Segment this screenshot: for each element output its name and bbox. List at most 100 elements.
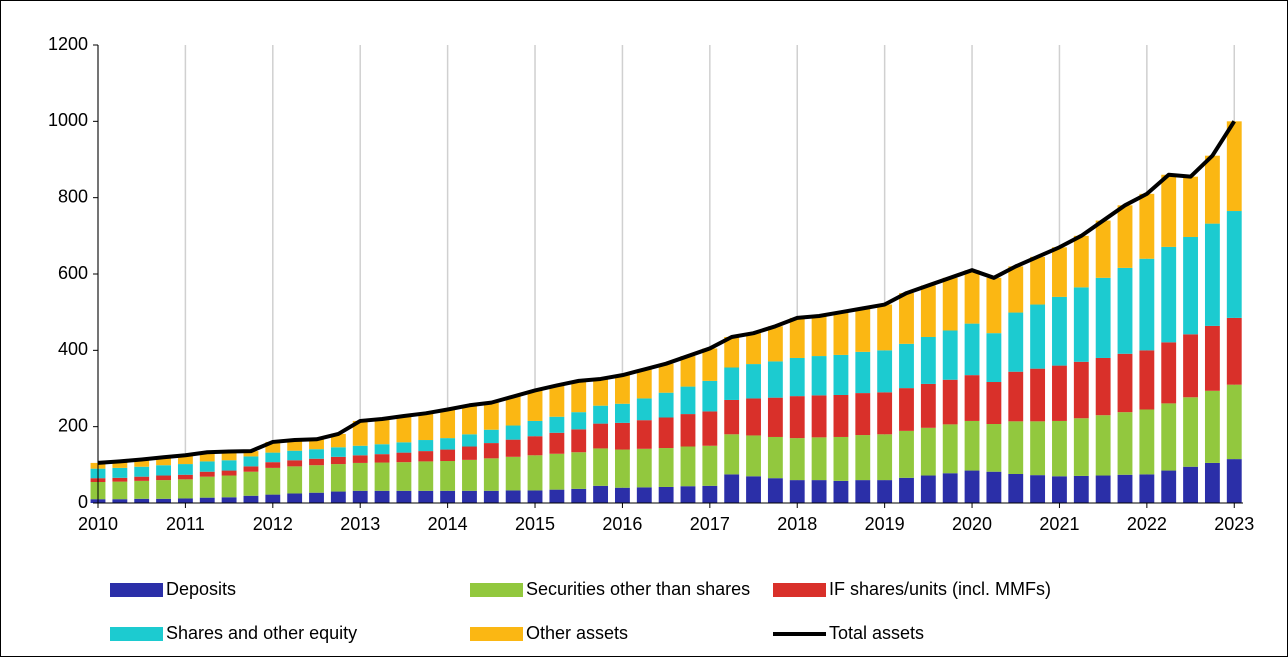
bar-segment: [680, 446, 696, 487]
x-tick-label: 2016: [602, 514, 642, 534]
bar-segment: [942, 277, 958, 331]
x-tick-label: 2023: [1214, 514, 1254, 534]
bar-segment: [177, 474, 193, 480]
bar-segment: [811, 315, 827, 357]
bar-segment: [505, 425, 521, 440]
bar-segment: [309, 458, 324, 466]
bar-segment: [789, 317, 805, 358]
bar-segment: [265, 462, 281, 468]
bar-segment: [811, 395, 827, 438]
bar-segment: [877, 350, 893, 393]
bar-segment: [1095, 475, 1111, 503]
bar-segment: [440, 438, 456, 450]
bar-segment: [680, 486, 696, 503]
bar-segment: [1183, 334, 1198, 398]
bar-segment: [833, 480, 849, 503]
bar-segment: [1073, 475, 1089, 503]
bar-segment: [221, 451, 237, 461]
bar-segment: [680, 386, 696, 415]
bar-segment: [134, 498, 150, 503]
bar-segment: [1030, 475, 1046, 503]
bar-segment: [221, 497, 237, 503]
bar-segment: [549, 385, 565, 417]
bar-segment: [505, 396, 521, 426]
bar-segment: [1204, 155, 1220, 224]
bar-segment: [440, 490, 456, 503]
bar-segment: [112, 461, 128, 468]
bar-segment: [243, 466, 259, 472]
bar-segment: [287, 466, 303, 494]
bar-segment: [1161, 470, 1177, 503]
bar-segment: [549, 453, 565, 490]
y-tick-label: 400: [58, 339, 88, 359]
bar-segment: [1226, 384, 1242, 460]
bar-segment: [702, 380, 718, 412]
bar-segment: [462, 490, 477, 503]
bar-segment: [702, 445, 718, 486]
legend-swatch: [470, 627, 523, 641]
bar-segment: [614, 403, 630, 423]
bar-segment: [221, 460, 237, 471]
bar-segment: [112, 467, 128, 478]
bar-segment: [658, 392, 674, 418]
bar-segment: [811, 437, 827, 481]
bar-segment: [1204, 223, 1220, 326]
bar-segment: [767, 436, 783, 479]
bar-segment: [418, 461, 434, 491]
bar-segment: [942, 379, 958, 425]
bar-segment: [199, 461, 215, 472]
bar-segment: [571, 380, 587, 413]
x-tick-label: 2021: [1039, 514, 1079, 534]
bar-segment: [1095, 415, 1111, 476]
x-tick-label: 2011: [166, 514, 205, 534]
bar-segment: [636, 448, 652, 488]
x-tick-label: 2014: [428, 514, 468, 534]
bar-segment: [1226, 211, 1242, 318]
bar-segment: [1008, 371, 1024, 422]
bar-segment: [396, 452, 412, 463]
bar-segment: [177, 498, 193, 503]
bar-segment: [942, 330, 958, 380]
bar-segment: [1030, 304, 1046, 369]
bar-segment: [221, 475, 237, 498]
bar-segment: [877, 434, 893, 481]
bar-segment: [374, 444, 390, 455]
bar-segment: [396, 442, 412, 453]
bar-segment: [614, 422, 630, 450]
bar-segment: [505, 490, 521, 503]
bar-segment: [658, 363, 674, 393]
y-tick-label: 800: [58, 186, 88, 206]
bar-segment: [112, 477, 128, 482]
bar-segment: [855, 308, 871, 352]
bar-segment: [1183, 397, 1198, 467]
legend-swatch: [470, 583, 523, 597]
x-tick-label: 2019: [865, 514, 905, 534]
bar-segment: [724, 399, 740, 435]
legend-swatch: [110, 627, 163, 641]
bar-segment: [920, 427, 936, 476]
bar-segment: [724, 434, 740, 475]
bar-segment: [614, 449, 630, 488]
bar-segment: [199, 471, 215, 477]
bar-segment: [483, 429, 499, 444]
bar-segment: [1183, 176, 1198, 237]
bar-segment: [1095, 277, 1111, 358]
bar-segment: [1117, 353, 1133, 413]
bar-segment: [527, 436, 543, 456]
bar-segment: [636, 369, 652, 399]
bar-segment: [899, 343, 914, 389]
bar-segment: [658, 486, 674, 503]
bar-segment: [156, 465, 171, 476]
bar-segment: [396, 490, 412, 503]
bar-segment: [199, 497, 215, 503]
bar-segment: [1095, 220, 1111, 278]
legend-label: Securities other than shares: [526, 579, 750, 599]
bar-segment: [1139, 350, 1155, 410]
bar-segment: [724, 367, 740, 400]
bar-segment: [287, 493, 303, 503]
bar-segment: [702, 485, 718, 503]
bar-segment: [243, 456, 259, 467]
x-tick-label: 2010: [78, 514, 118, 534]
bar-segment: [396, 462, 412, 491]
